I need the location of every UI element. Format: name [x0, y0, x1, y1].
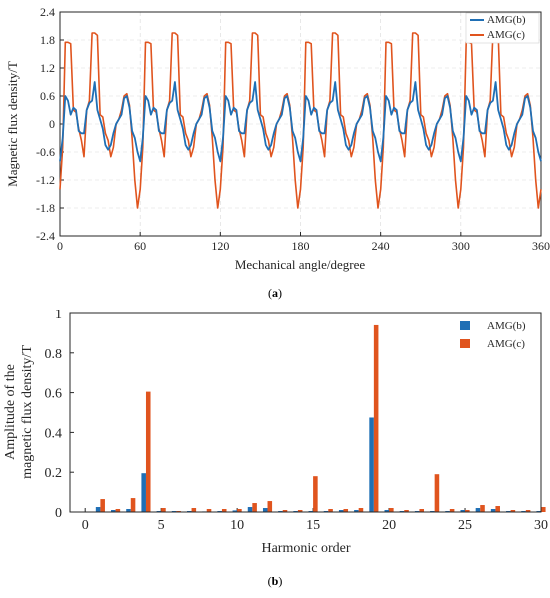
y-axis-label: Amplitude of the	[3, 364, 18, 460]
x-tick-label: 20	[382, 518, 396, 533]
y-axis-label-line2: magnetic flux density/T	[20, 345, 35, 479]
bar-amg-b	[369, 417, 374, 512]
bar-amg-b	[354, 510, 359, 512]
y-axis-ticks: 0 0.2 0.4 0.6 0.8 1	[45, 310, 74, 521]
y-tick-label: -1.8	[36, 201, 55, 215]
bar-amg-c	[130, 498, 136, 512]
legend-label-b: AMG(b)	[487, 14, 526, 26]
x-axis-label: Mechanical angle/degree	[235, 257, 366, 272]
bar-amg-b	[262, 508, 268, 512]
legend: AMG(b) AMG(c)	[465, 12, 540, 44]
x-tick-label: 25	[458, 518, 472, 533]
bar-amg-b	[384, 510, 390, 512]
y-tick-label: 2.4	[40, 5, 55, 19]
y-tick-label: 0.4	[45, 426, 63, 441]
y-tick-label: -2.4	[36, 229, 55, 243]
bar-amg-c	[297, 510, 303, 512]
x-tick-label: 30	[534, 518, 548, 533]
legend-label-c: AMG(c)	[487, 338, 525, 350]
bar-amg-c	[221, 509, 227, 512]
bar-amg-b	[475, 508, 481, 512]
y-tick-label: 0.6	[40, 89, 55, 103]
series-line-amg-b	[59, 81, 542, 163]
x-axis-ticks: 0 60 120 180 240 300 360	[57, 232, 550, 253]
harmonic-spectrum-chart: 0 0.2 0.4 0.6 0.8 1 0 5 10 15 20 25 30 AMG(b) AMG(c…	[3, 310, 548, 588]
series-line-amg-c	[59, 32, 542, 209]
bar-amg-b	[95, 507, 101, 512]
y-tick-label: 0	[55, 506, 62, 521]
y-tick-label: 1	[55, 310, 62, 322]
bar-amg-b	[141, 473, 146, 512]
x-tick-label: 0	[57, 239, 63, 253]
x-tick-label: 120	[211, 239, 229, 253]
bar-amg-c	[267, 501, 273, 512]
bar-amg-c	[115, 509, 121, 512]
legend-swatch-b	[460, 321, 470, 330]
y-axis-label: Magnetic flux density/T	[5, 61, 20, 187]
bar-amg-c	[480, 505, 485, 512]
y-axis-ticks: -2.4 -1.8 -1.2 -0.6 0 0.6 1.2 1.8 2.4	[36, 5, 64, 243]
y-tick-label: -0.6	[36, 145, 55, 159]
bar-amg-b	[126, 509, 131, 512]
y-tick-label: 0.8	[45, 347, 63, 362]
bar-amg-c	[237, 509, 242, 512]
bar-amg-c	[282, 510, 288, 512]
bar-amg-c	[495, 506, 500, 512]
series-lines	[59, 32, 542, 209]
bar-amg-c	[343, 509, 349, 512]
legend-label-b: AMG(b)	[487, 320, 526, 332]
bar-amg-c	[434, 474, 440, 512]
bar-amg-b	[111, 510, 116, 512]
bar-amg-c	[404, 510, 409, 512]
bar-amg-c	[449, 509, 455, 512]
bar-amg-c	[358, 508, 364, 512]
bar-amg-c	[313, 476, 318, 512]
x-tick-label: 5	[158, 518, 165, 533]
y-tick-label: 0	[49, 117, 55, 131]
caption-b: (b)	[268, 574, 283, 588]
x-tick-label: 10	[230, 518, 244, 533]
x-tick-label: 180	[292, 239, 310, 253]
legend-swatch-c	[460, 339, 470, 348]
bar-amg-b	[460, 510, 466, 512]
bar-amg-b	[247, 507, 253, 512]
bar-amg-b	[490, 509, 496, 512]
bar-amg-c	[389, 508, 394, 512]
legend-label-c: AMG(c)	[487, 29, 525, 41]
caption-a: (a)	[268, 286, 282, 300]
x-tick-label: 240	[372, 239, 390, 253]
bar-amg-c	[100, 499, 105, 512]
bars	[95, 324, 546, 512]
bar-amg-c	[419, 509, 425, 512]
flux-density-waveform-chart: -2.4 -1.8 -1.2 -0.6 0 0.6 1.2 1.8 2.4 0 60 120 180 2…	[5, 5, 550, 300]
x-tick-label: 60	[134, 239, 146, 253]
bar-amg-c	[510, 510, 516, 512]
bar-amg-c	[373, 324, 379, 512]
bar-amg-c	[191, 508, 197, 512]
y-tick-label: 0.2	[45, 466, 63, 481]
plot-frame	[69, 312, 542, 513]
bar-amg-c	[252, 503, 257, 512]
y-tick-label: -1.2	[36, 173, 55, 187]
bar-amg-c	[206, 509, 212, 512]
legend-box	[465, 12, 540, 44]
bar-amg-c	[328, 509, 333, 512]
y-tick-label: 0.6	[45, 387, 63, 402]
bar-amg-c	[161, 508, 166, 512]
bar-amg-b	[338, 510, 344, 512]
y-tick-label: 1.8	[40, 33, 55, 47]
bar-amg-c	[525, 510, 531, 512]
bar-amg-c	[145, 391, 151, 512]
bar-amg-c	[465, 510, 470, 512]
x-tick-label: 0	[82, 518, 89, 533]
x-tick-label: 360	[532, 239, 550, 253]
legend: AMG(b) AMG(c)	[460, 320, 526, 350]
x-tick-label: 15	[306, 518, 320, 533]
y-tick-label: 1.2	[40, 61, 55, 75]
bar-amg-c	[541, 507, 546, 512]
x-tick-label: 300	[452, 239, 470, 253]
x-axis-label: Harmonic order	[261, 541, 350, 556]
bar-amg-b	[232, 510, 238, 512]
